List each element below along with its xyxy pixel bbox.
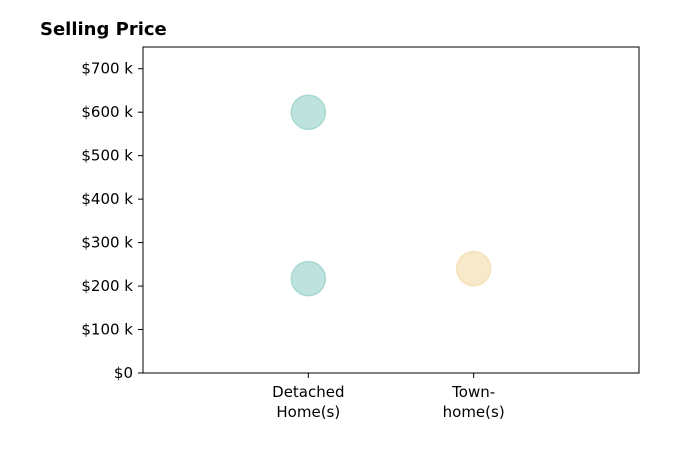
plot-frame	[142, 46, 640, 374]
y-axis: $0 $100 k $200 k $300 k $400 k $500 k $600 k $7…	[81, 60, 143, 382]
chart-marks	[290, 94, 492, 297]
data-point	[290, 94, 327, 130]
x-tick-label: Town-home(s)	[443, 383, 505, 421]
data-point	[290, 260, 327, 297]
y-tick-label: $100 k	[81, 321, 133, 339]
y-tick-label: $200 k	[81, 277, 133, 295]
y-tick-label: $600 k	[81, 103, 133, 121]
x-axis: Detached Home(s) Town-home(s)	[272, 373, 505, 421]
x-tick-label: Detached Home(s)	[272, 383, 344, 421]
y-tick-label: $400 k	[81, 190, 133, 208]
y-tick-label: $0	[114, 364, 133, 382]
y-tick-label: $700 k	[81, 60, 133, 78]
chart-title: Selling Price	[40, 19, 167, 40]
y-tick-label: $300 k	[81, 234, 133, 252]
data-point	[455, 250, 492, 287]
y-tick-label: $500 k	[81, 147, 133, 165]
